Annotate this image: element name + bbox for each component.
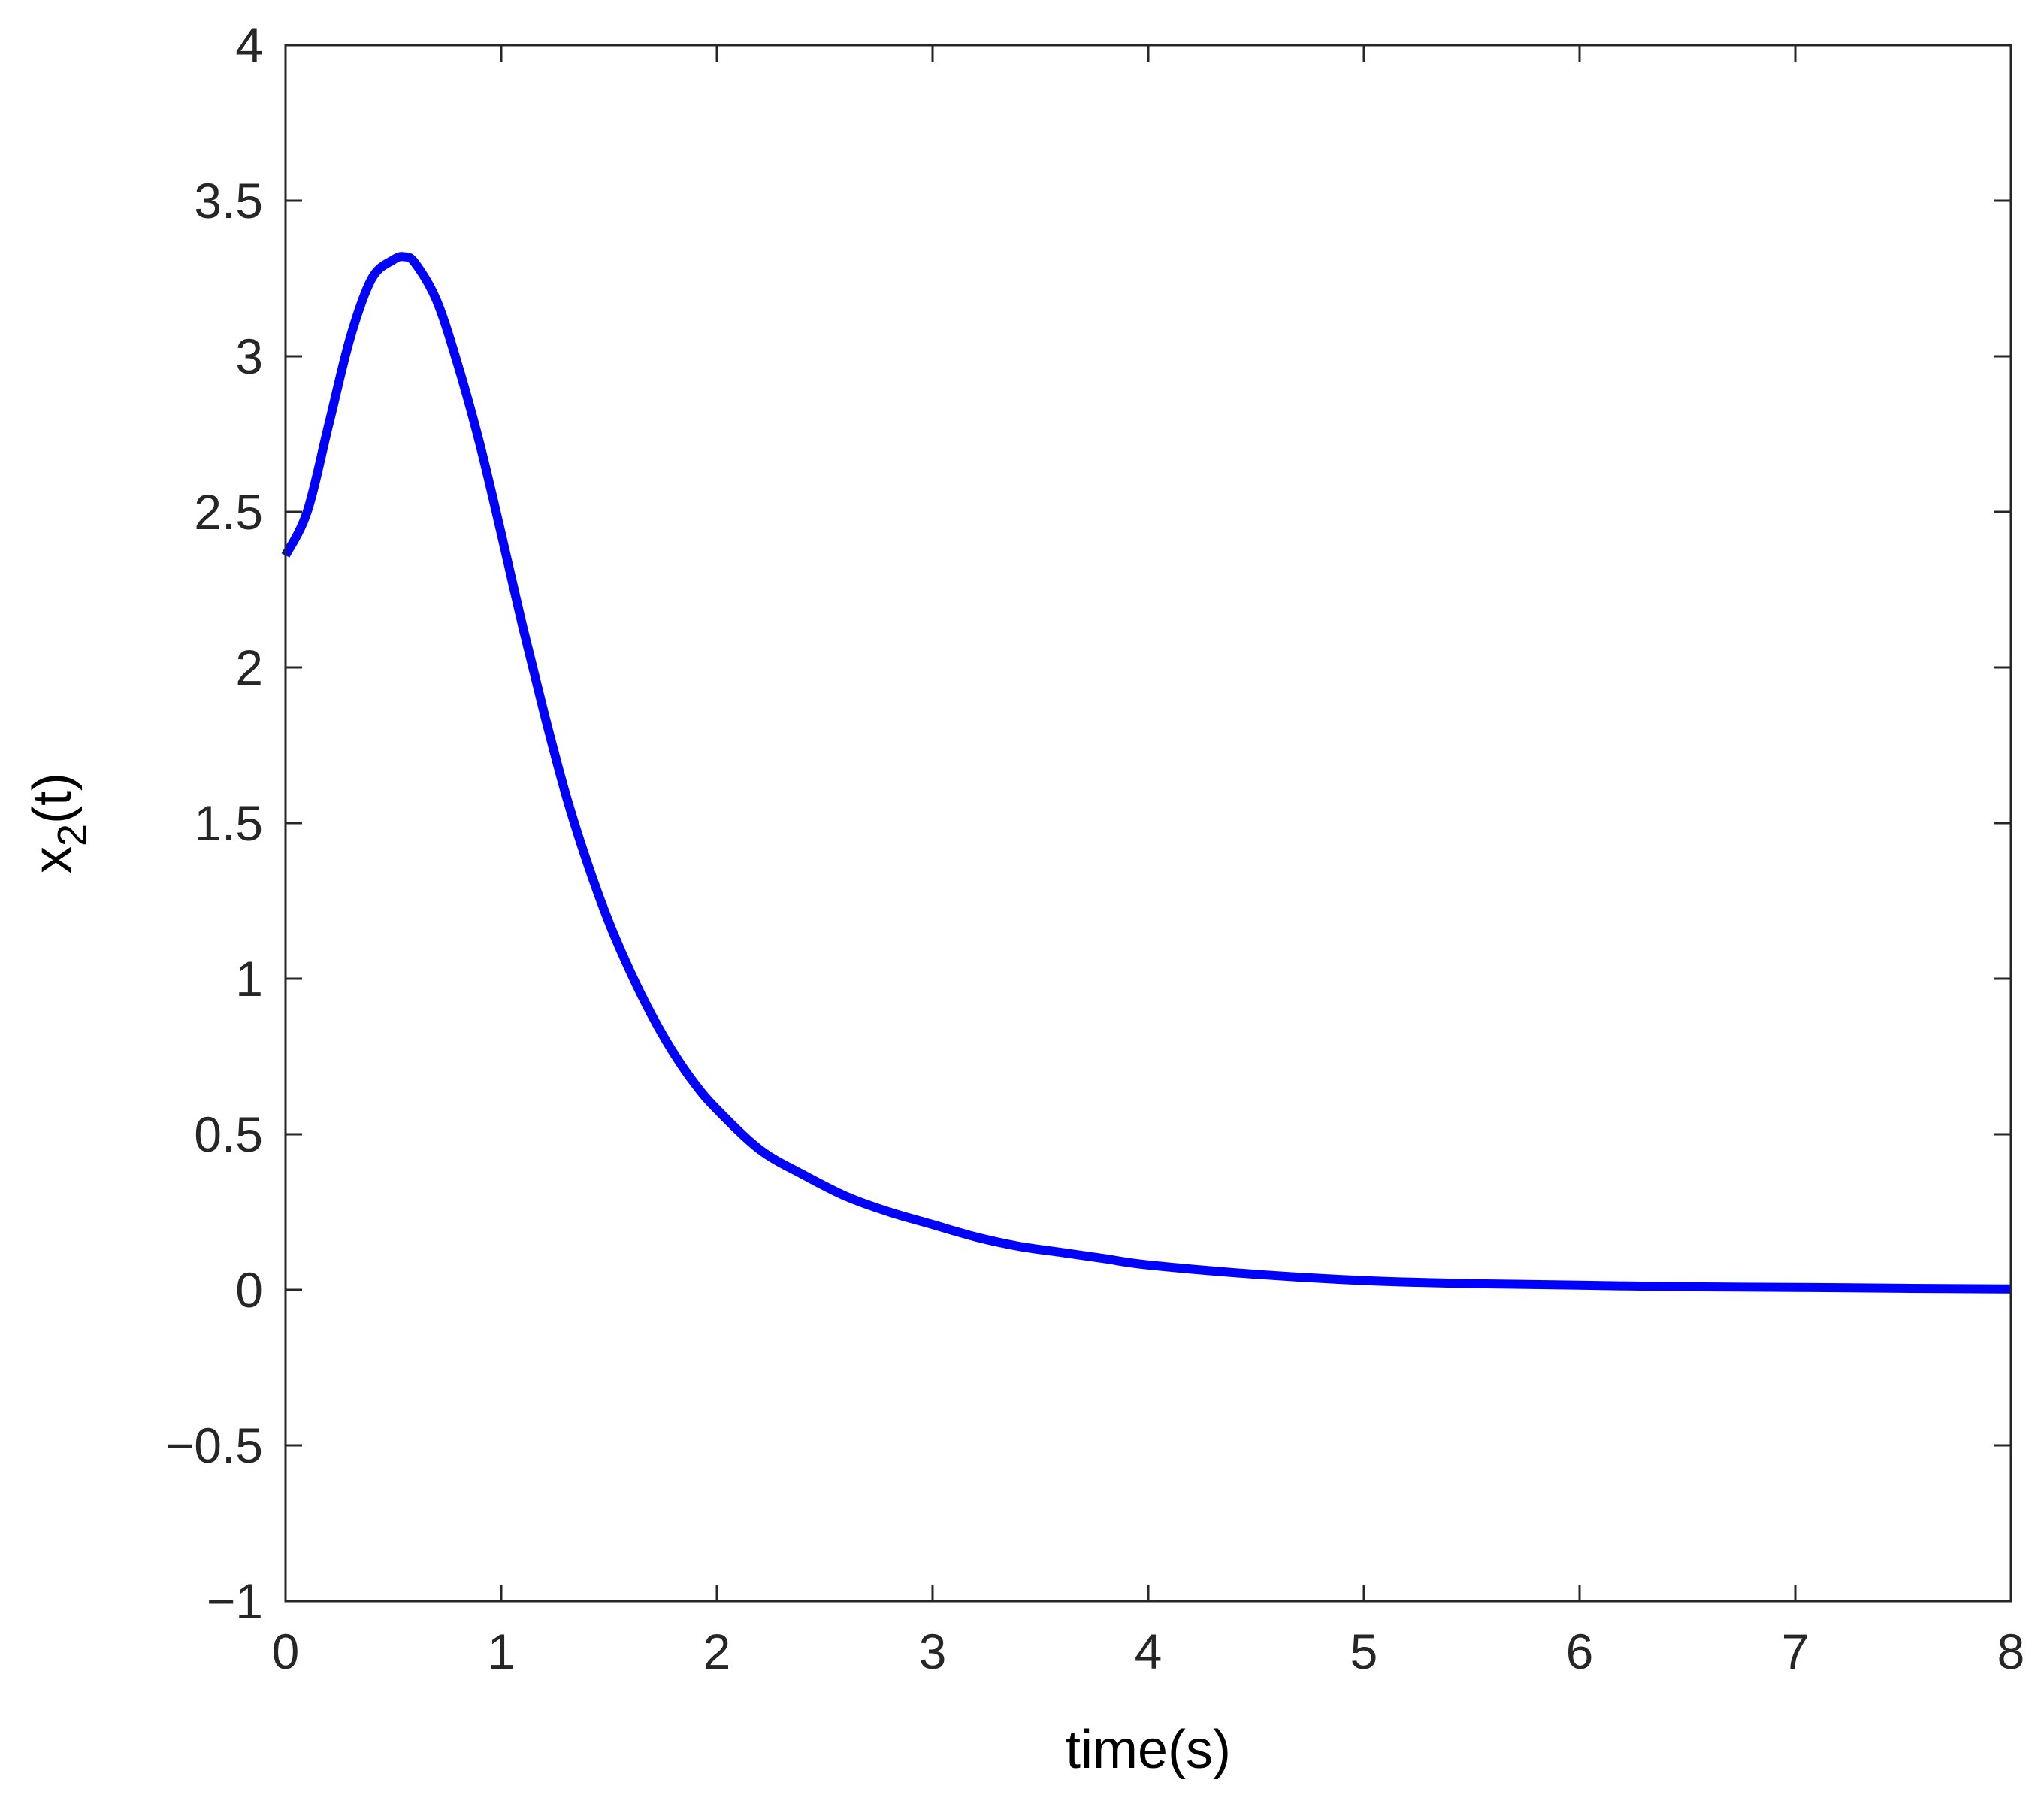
x-tick-label: 7: [1782, 1624, 1810, 1679]
y-tick-label: 1: [235, 951, 263, 1006]
y-tick-label: 2: [235, 640, 263, 695]
x-tick-label: 0: [272, 1624, 300, 1679]
y-tick-label: −1: [207, 1573, 263, 1629]
x-tick-label: 1: [488, 1624, 516, 1679]
y-tick-label: −0.5: [165, 1418, 263, 1473]
y-axis-label-subscript: 2: [50, 824, 95, 846]
x-tick-label: 4: [1135, 1624, 1163, 1679]
x-axis-label: time(s): [1066, 1720, 1231, 1780]
series-line: [281, 252, 2012, 1294]
y-axis-tick-labels: −1 −0.5 0 0.5 1 1.5 2 2.5 3 3.5 4: [165, 17, 263, 1629]
series-layer: [281, 252, 2012, 1294]
y-tick-label: 4: [235, 17, 263, 73]
x-tick-label: 2: [703, 1624, 731, 1679]
y-axis-label-base: x: [23, 846, 83, 873]
y-tick-label: 3.5: [194, 173, 263, 229]
y-axis-label-suffix: (t): [23, 773, 83, 824]
x-tick-label: 8: [1997, 1624, 2025, 1679]
y-tick-label: 0: [235, 1262, 263, 1318]
axes-box: [284, 44, 2012, 1603]
y-tick-label: 0.5: [194, 1106, 263, 1162]
x-tick-label: 5: [1350, 1624, 1378, 1679]
y-tick-label: 1.5: [194, 795, 263, 851]
x-tick-label: 3: [919, 1624, 947, 1679]
x-tick-label: 6: [1566, 1624, 1594, 1679]
x-axis-tick-labels: 0 1 2 3 4 5 6 7 8: [272, 1624, 2025, 1679]
y-axis-label: x2(t): [23, 773, 95, 873]
y-tick-label: 3: [235, 328, 263, 384]
plot-area-background: [286, 45, 2011, 1601]
y-tick-label: 2.5: [194, 484, 263, 540]
